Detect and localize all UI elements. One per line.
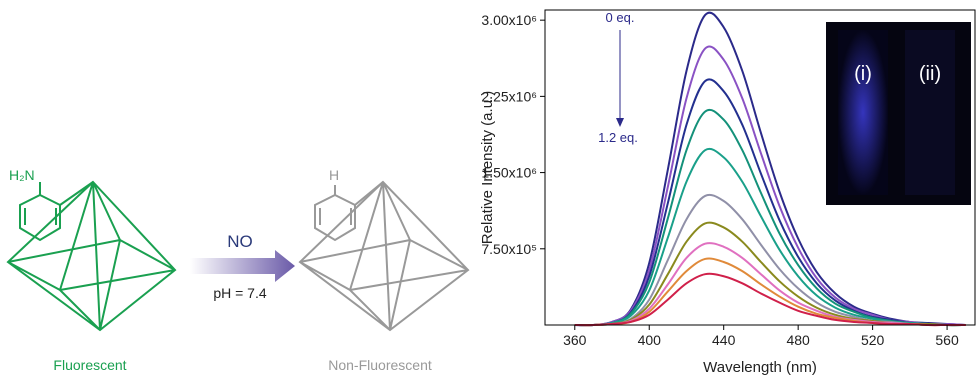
- plot-frame: [544, 9, 976, 326]
- annotation-arrowhead: [616, 118, 624, 127]
- y-tick-label: 3.00x10⁶: [481, 12, 537, 28]
- x-tick-label: 360: [563, 332, 587, 348]
- annotation: 0 eq.: [606, 10, 635, 25]
- left-caption: Fluorescent: [53, 357, 126, 373]
- condition: pH = 7.4: [213, 285, 267, 301]
- right-caption: Non-Fluorescent: [328, 357, 432, 373]
- x-tick-label: 520: [861, 332, 885, 348]
- y-tick-label: 2.25x10⁶: [481, 88, 537, 104]
- x-tick-label: 560: [935, 332, 959, 348]
- fluorescent-molecule: [6, 180, 177, 332]
- y-tick-label: 7.50x10⁵: [481, 241, 537, 257]
- h-label: H: [329, 167, 339, 183]
- reagent: NO: [227, 232, 253, 251]
- y-axis-title: Relative Intensity (a.u.): [479, 91, 496, 244]
- vial-ii: [905, 30, 955, 195]
- x-tick-label: 440: [712, 332, 736, 348]
- inset-label: (i): [854, 63, 872, 85]
- x-tick-label: 400: [638, 332, 662, 348]
- non-fluorescent-molecule: [298, 180, 470, 332]
- spectrum-line: [574, 257, 966, 327]
- reaction-arrow: [190, 250, 295, 282]
- annotation: 1.2 eq.: [598, 130, 638, 145]
- chart: (i) (ii) 0 eq. 1.2 eq. 360 400 440 480 520 560 7.5…: [479, 9, 976, 376]
- y-tick-label: 1.50x10⁶: [481, 165, 537, 181]
- inset-label: (ii): [919, 63, 941, 85]
- x-axis-title: Wavelength (nm): [703, 359, 817, 376]
- x-tick-label: 480: [786, 332, 810, 348]
- amine-label: H₂N: [9, 167, 35, 183]
- spectrum-line: [574, 272, 966, 327]
- vial-i: [838, 30, 888, 195]
